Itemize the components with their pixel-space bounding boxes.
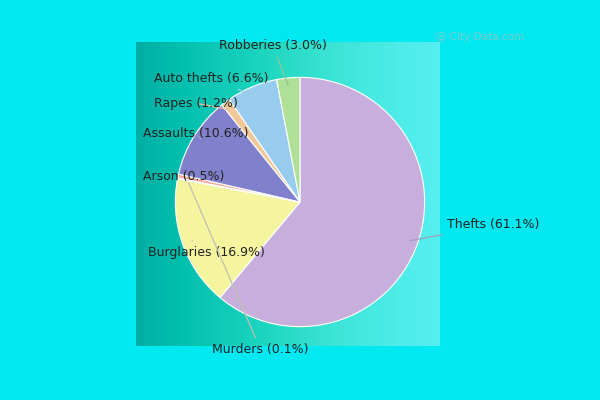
Text: Robberies (3.0%): Robberies (3.0%) [219,39,326,85]
Wedge shape [179,105,300,202]
Wedge shape [220,77,425,327]
Wedge shape [178,178,300,202]
Wedge shape [175,179,300,298]
Text: Assaults (10.6%): Assaults (10.6%) [143,127,249,140]
Wedge shape [229,80,300,202]
Wedge shape [222,99,300,202]
Text: Murders (0.1%): Murders (0.1%) [188,183,309,356]
Text: Burglaries (16.9%): Burglaries (16.9%) [148,240,265,259]
Text: @ City-Data.com: @ City-Data.com [436,32,524,42]
Wedge shape [277,77,300,202]
Text: Thefts (61.1%): Thefts (61.1%) [410,218,540,241]
Text: Auto thefts (6.6%): Auto thefts (6.6%) [154,72,269,95]
Text: Rapes (1.2%): Rapes (1.2%) [154,97,238,110]
Text: Arson (0.5%): Arson (0.5%) [143,170,225,183]
Wedge shape [178,174,300,202]
